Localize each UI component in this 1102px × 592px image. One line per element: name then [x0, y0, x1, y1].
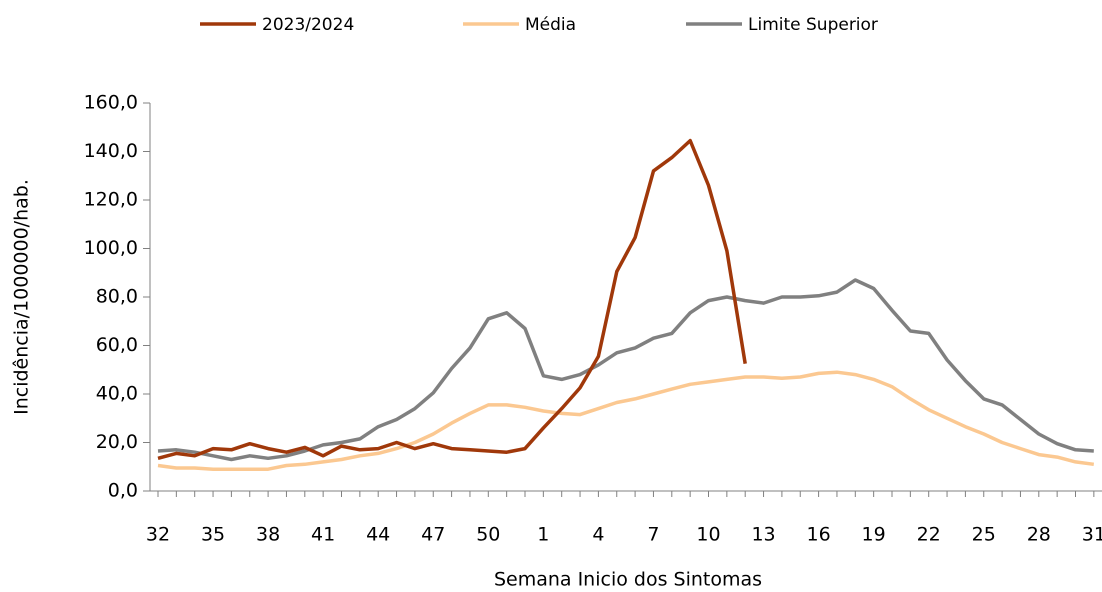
x-tick-label: 32 — [146, 524, 170, 546]
y-tick-label: 60,0 — [96, 334, 138, 356]
x-tick-label: 41 — [311, 524, 335, 546]
y-tick-label: 20,0 — [96, 431, 138, 453]
legend-label: 2023/2024 — [262, 15, 354, 35]
x-tick-label: 13 — [751, 524, 775, 546]
y-axis-title: Incidência/1000000/hab. — [11, 179, 33, 415]
series-line — [157, 370, 1095, 471]
x-tick-label: 50 — [476, 524, 500, 546]
x-tick-label: 7 — [647, 524, 659, 546]
x-tick-label: 28 — [1027, 524, 1051, 546]
x-axis-title: Semana Inicio dos Sintomas — [494, 569, 762, 591]
x-tick-label: 22 — [917, 524, 941, 546]
y-tick-label: 80,0 — [96, 286, 138, 308]
x-tick-label: 19 — [862, 524, 886, 546]
y-tick-label: 100,0 — [84, 237, 138, 259]
legend-label: Limite Superior — [748, 15, 878, 35]
y-tick-label: 160,0 — [84, 92, 138, 114]
y-tick-label: 120,0 — [84, 189, 138, 211]
x-tick-label: 38 — [256, 524, 280, 546]
x-tick-label: 47 — [421, 524, 445, 546]
series-line — [157, 278, 1094, 462]
x-tick-label: 10 — [696, 524, 720, 546]
x-tick-label: 44 — [366, 524, 390, 546]
y-tick-label: 0,0 — [108, 480, 138, 502]
x-tick-label: 25 — [972, 524, 996, 546]
x-tick-label: 31 — [1082, 524, 1102, 546]
x-tick-label: 1 — [537, 524, 549, 546]
x-tick-label: 4 — [592, 524, 604, 546]
y-tick-label: 40,0 — [96, 383, 138, 405]
series-line — [157, 138, 747, 460]
x-tick-label: 35 — [201, 524, 225, 546]
x-tick-label: 16 — [807, 524, 831, 546]
legend-label: Média — [525, 15, 576, 35]
y-tick-label: 140,0 — [84, 140, 138, 162]
